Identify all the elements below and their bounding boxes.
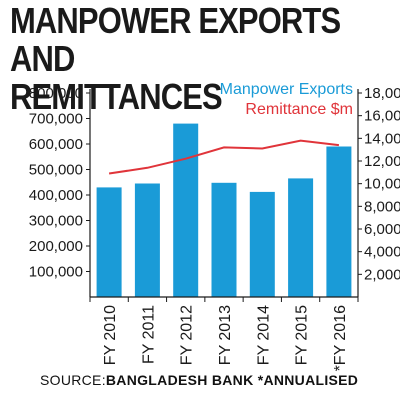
left-tick-label: 200,000 <box>29 238 83 255</box>
right-tick-label: 4,000 <box>364 244 400 261</box>
category-label: FY 2011 <box>140 305 157 364</box>
category-label: FY 2013 <box>217 305 234 365</box>
left-tick-label: 800,000 <box>29 85 83 102</box>
source-note: SOURCE:BANGLADESH BANK *ANNUALISED <box>40 372 358 388</box>
right-tick-label: 18,000 <box>364 85 400 102</box>
right-tick-label: 12,000 <box>364 153 400 170</box>
axes-layer: 100,000 200,000 300,000 400,000 500,000 600,0… <box>29 85 400 302</box>
bar-fy-2015 <box>288 178 314 297</box>
right-tick-label: 2,000 <box>364 266 400 283</box>
category-label: FY 2015 <box>294 305 311 365</box>
legend: Manpower Exports Remittance $m <box>220 81 353 118</box>
bar-fy-2014 <box>249 191 275 297</box>
left-tick-label: 400,000 <box>29 187 83 204</box>
left-tick-label: 700,000 <box>29 111 83 128</box>
category-label: FY 2014 <box>255 305 272 365</box>
bar-fy-2010 <box>96 187 122 297</box>
right-tick-label: 14,000 <box>364 130 400 147</box>
category-label: *FY 2016 <box>332 305 349 372</box>
right-tick-label: 6,000 <box>364 221 400 238</box>
line-layer <box>108 139 340 175</box>
bar-fy-2011 <box>134 183 160 297</box>
left-tick-label: 600,000 <box>29 136 83 153</box>
bar-fy-2016 <box>326 146 352 297</box>
right-tick-label: 8,000 <box>364 198 400 215</box>
bars-layer <box>96 123 352 297</box>
source-text: BANGLADESH BANK *ANNUALISED <box>105 372 359 388</box>
left-tick-label: 300,000 <box>29 213 83 230</box>
category-label: FY 2012 <box>179 305 196 365</box>
right-tick-label: 16,000 <box>364 108 400 125</box>
bar-fy-2012 <box>173 123 199 297</box>
bar-fy-2013 <box>211 182 237 297</box>
right-tick-label: 10,000 <box>364 176 400 193</box>
legend-manpower-exports: Manpower Exports <box>220 81 353 98</box>
left-tick-label: 100,000 <box>29 264 83 281</box>
remittance-line <box>108 139 340 175</box>
category-label: FY 2010 <box>102 305 119 365</box>
chart-title: MANPOWER EXPORTS AND REMITTANCES <box>10 0 341 117</box>
legend-remittance: Remittance $m <box>245 101 353 118</box>
left-tick-label: 500,000 <box>29 162 83 179</box>
source-prefix: SOURCE: <box>40 372 106 388</box>
category-labels: FY 2010 FY 2011 FY 2012 FY 2013 FY 2014 FY 20… <box>102 305 349 372</box>
